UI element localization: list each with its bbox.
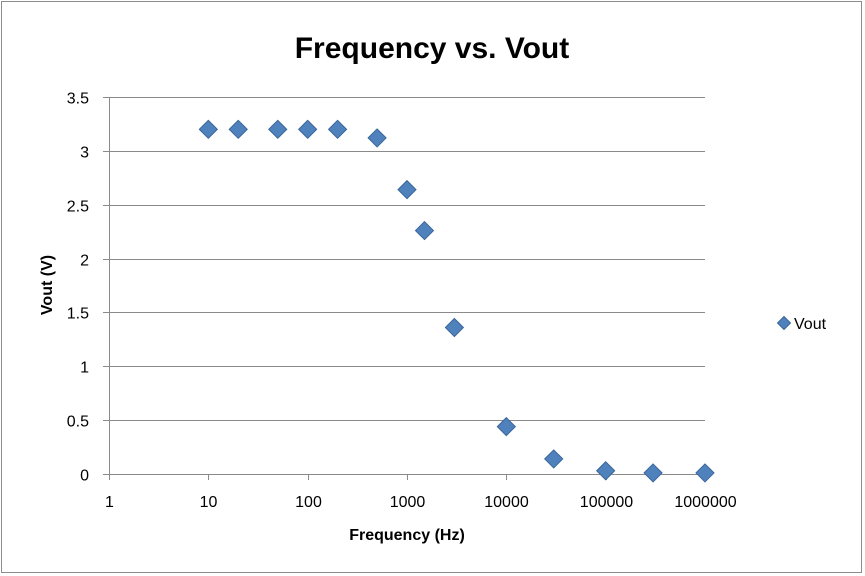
data-point xyxy=(496,416,517,437)
x-tick-label: 100 xyxy=(295,494,322,511)
data-markers xyxy=(198,119,715,483)
x-tick-label: 100000 xyxy=(580,494,633,511)
x-tick-label: 10 xyxy=(200,494,218,511)
x-tick-label: 1000 xyxy=(390,494,426,511)
data-point xyxy=(397,179,417,200)
data-point xyxy=(268,119,288,140)
data-point xyxy=(695,463,715,483)
data-point xyxy=(367,128,387,148)
y-axis-title: Vout (V) xyxy=(39,255,56,315)
axes xyxy=(103,97,706,480)
data-point xyxy=(414,220,435,241)
y-tick-label: 2.5 xyxy=(67,199,89,216)
x-tick-label: 1000000 xyxy=(674,494,736,511)
chart-title: Frequency vs. Vout xyxy=(295,32,570,65)
legend: Vout xyxy=(776,315,827,333)
data-point xyxy=(198,119,219,140)
data-point xyxy=(544,449,564,469)
data-point xyxy=(444,317,465,338)
legend-label-vout: Vout xyxy=(794,316,827,333)
grid xyxy=(109,97,705,421)
legend-marker-vout xyxy=(776,315,792,331)
y-tick-label: 3.5 xyxy=(67,91,89,108)
data-point xyxy=(327,119,348,140)
tick-labels: 0 0.5 1 1.5 2 2.5 3 3.5 1 10 100 1000 10000 100000 100… xyxy=(67,91,737,512)
x-tick-label: 1 xyxy=(105,494,114,511)
y-tick-label: 1.5 xyxy=(67,306,89,323)
x-axis-title: Frequency (Hz) xyxy=(349,527,465,544)
y-tick-label: 2 xyxy=(80,253,89,270)
y-tick-label: 0 xyxy=(80,468,89,485)
data-point xyxy=(228,119,248,140)
data-point xyxy=(595,461,616,481)
y-tick-label: 3 xyxy=(80,145,89,162)
data-point xyxy=(643,463,663,483)
y-tick-label: 0.5 xyxy=(67,414,89,431)
x-tick-label: 10000 xyxy=(484,494,529,511)
data-point xyxy=(297,119,318,140)
y-tick-label: 1 xyxy=(80,360,89,377)
